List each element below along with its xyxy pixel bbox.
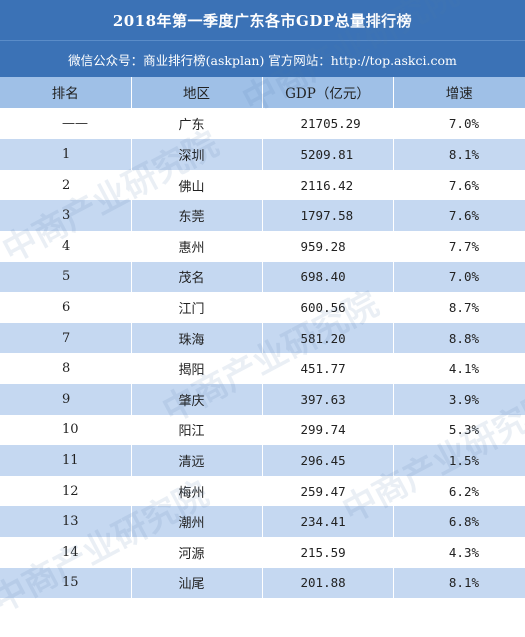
growth-cell: 5.3% bbox=[393, 414, 525, 446]
region-cell: 珠海 bbox=[131, 322, 263, 354]
table-row: 8 揭阳 451.77 4.1% bbox=[0, 353, 525, 384]
rank-cell: 1 bbox=[0, 139, 132, 170]
region-cell: 河源 bbox=[131, 536, 263, 568]
gdp-cell: 296.45 bbox=[262, 445, 394, 476]
rank-cell: 8 bbox=[0, 353, 132, 384]
gdp-cell: 397.63 bbox=[262, 383, 394, 415]
column-header-growth: 增速 bbox=[393, 77, 525, 109]
rank-cell: 15 bbox=[0, 567, 132, 599]
rank-cell: 10 bbox=[0, 414, 132, 446]
table-row: —— 广东 21705.29 7.0% bbox=[0, 108, 525, 140]
table-row: 9 肇庆 397.63 3.9% bbox=[0, 383, 525, 415]
gdp-cell: 215.59 bbox=[262, 536, 394, 568]
table-row: 15 汕尾 201.88 8.1% bbox=[0, 567, 525, 599]
growth-cell: 6.2% bbox=[393, 475, 525, 507]
rank-cell: 3 bbox=[0, 200, 132, 231]
table-body: —— 广东 21705.29 7.0% 1 深圳 5209.81 8.1% 2 佛山 2116.42… bbox=[0, 108, 525, 599]
growth-cell: 7.0% bbox=[393, 108, 525, 140]
region-cell: 茂名 bbox=[131, 261, 263, 293]
gdp-cell: 698.40 bbox=[262, 261, 394, 293]
growth-cell: 4.3% bbox=[393, 536, 525, 568]
growth-cell: 1.5% bbox=[393, 445, 525, 476]
gdp-cell: 959.28 bbox=[262, 230, 394, 262]
region-cell: 潮州 bbox=[131, 506, 263, 537]
rank-cell: 9 bbox=[0, 383, 132, 415]
region-cell: 广东 bbox=[131, 108, 263, 140]
region-cell: 深圳 bbox=[131, 139, 263, 170]
table-row: 6 江门 600.56 8.7% bbox=[0, 292, 525, 323]
gdp-cell: 2116.42 bbox=[262, 169, 394, 201]
growth-cell: 6.8% bbox=[393, 506, 525, 537]
growth-cell: 8.1% bbox=[393, 139, 525, 170]
table-row: 10 阳江 299.74 5.3% bbox=[0, 414, 525, 446]
region-cell: 揭阳 bbox=[131, 353, 263, 384]
gdp-cell: 5209.81 bbox=[262, 139, 394, 170]
rank-cell: —— bbox=[0, 108, 132, 140]
region-cell: 梅州 bbox=[131, 475, 263, 507]
table-row: 1 深圳 5209.81 8.1% bbox=[0, 139, 525, 170]
region-cell: 汕尾 bbox=[131, 567, 263, 599]
table-header-row: 排名 地区 GDP（亿元） 增速 bbox=[0, 77, 525, 109]
gdp-cell: 201.88 bbox=[262, 567, 394, 599]
gdp-cell: 1797.58 bbox=[262, 200, 394, 231]
table-row: 5 茂名 698.40 7.0% bbox=[0, 261, 525, 293]
region-cell: 阳江 bbox=[131, 414, 263, 446]
column-header-rank: 排名 bbox=[0, 77, 132, 109]
rank-cell: 14 bbox=[0, 536, 132, 568]
growth-cell: 7.0% bbox=[393, 261, 525, 293]
table-row: 13 潮州 234.41 6.8% bbox=[0, 506, 525, 537]
growth-cell: 7.6% bbox=[393, 169, 525, 201]
rank-cell: 6 bbox=[0, 292, 132, 323]
table-row: 14 河源 215.59 4.3% bbox=[0, 536, 525, 568]
rank-cell: 4 bbox=[0, 230, 132, 262]
growth-cell: 4.1% bbox=[393, 353, 525, 384]
growth-cell: 8.7% bbox=[393, 292, 525, 323]
region-cell: 惠州 bbox=[131, 230, 263, 262]
source-subtitle: 微信公众号：商业排行榜(askplan) 官方网站：http://top.ask… bbox=[0, 40, 525, 77]
gdp-cell: 451.77 bbox=[262, 353, 394, 384]
region-cell: 佛山 bbox=[131, 169, 263, 201]
page-title: 2018年第一季度广东各市GDP总量排行榜 bbox=[0, 0, 525, 40]
rank-cell: 13 bbox=[0, 506, 132, 537]
growth-cell: 8.8% bbox=[393, 322, 525, 354]
table-row: 2 佛山 2116.42 7.6% bbox=[0, 169, 525, 201]
table-row: 3 东莞 1797.58 7.6% bbox=[0, 200, 525, 231]
region-cell: 东莞 bbox=[131, 200, 263, 231]
growth-cell: 7.7% bbox=[393, 230, 525, 262]
gdp-cell: 234.41 bbox=[262, 506, 394, 537]
gdp-cell: 581.20 bbox=[262, 322, 394, 354]
gdp-cell: 299.74 bbox=[262, 414, 394, 446]
growth-cell: 3.9% bbox=[393, 383, 525, 415]
rank-cell: 2 bbox=[0, 169, 132, 201]
table-row: 12 梅州 259.47 6.2% bbox=[0, 475, 525, 507]
growth-cell: 8.1% bbox=[393, 567, 525, 599]
rank-cell: 7 bbox=[0, 322, 132, 354]
table-row: 11 清远 296.45 1.5% bbox=[0, 445, 525, 476]
gdp-cell: 259.47 bbox=[262, 475, 394, 507]
table-row: 4 惠州 959.28 7.7% bbox=[0, 230, 525, 262]
gdp-cell: 21705.29 bbox=[262, 108, 394, 140]
gdp-cell: 600.56 bbox=[262, 292, 394, 323]
region-cell: 江门 bbox=[131, 292, 263, 323]
rank-cell: 12 bbox=[0, 475, 132, 507]
column-header-region: 地区 bbox=[131, 77, 263, 109]
gdp-ranking-table: 排名 地区 GDP（亿元） 增速 —— 广东 21705.29 7.0% 1 深圳 5209… bbox=[0, 77, 525, 599]
region-cell: 肇庆 bbox=[131, 383, 263, 415]
region-cell: 清远 bbox=[131, 445, 263, 476]
rank-cell: 11 bbox=[0, 445, 132, 476]
rank-cell: 5 bbox=[0, 261, 132, 293]
table-row: 7 珠海 581.20 8.8% bbox=[0, 322, 525, 354]
column-header-gdp: GDP（亿元） bbox=[262, 77, 394, 109]
growth-cell: 7.6% bbox=[393, 200, 525, 231]
